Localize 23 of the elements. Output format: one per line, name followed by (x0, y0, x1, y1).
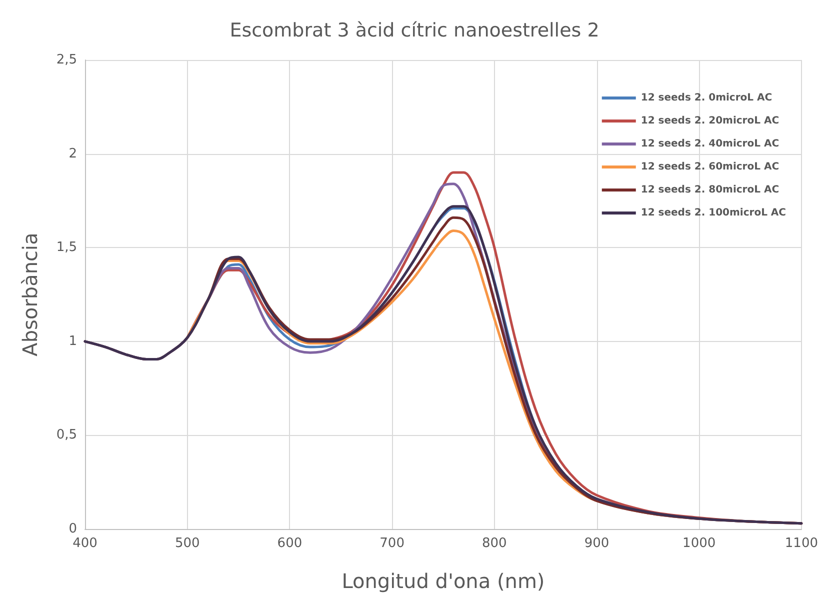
y-tick-label: 2,5 (56, 52, 77, 68)
chart-title: Escombrat 3 àcid cítric nanoestrelles 2 (230, 20, 600, 42)
y-tick-label: 2 (68, 146, 77, 162)
x-axis-title: Longitud d'ona (nm) (342, 569, 545, 593)
legend-label: 12 seeds 2. 40microL AC (640, 138, 780, 150)
legend-label: 12 seeds 2. 60microL AC (640, 162, 780, 172)
x-tick-label: 1000 (682, 536, 716, 551)
y-axis-title: Absorbància (18, 232, 42, 356)
x-tick-label: 1100 (784, 536, 818, 551)
x-tick-label: 400 (72, 536, 98, 551)
legend-label: 12 seeds 2. 0microL AC (640, 92, 772, 104)
x-tick-label: 800 (482, 536, 507, 551)
legend-label: 12 seeds 2. 80microL AC (640, 184, 780, 196)
x-tick-label: 700 (380, 536, 404, 551)
y-tick-label: 1,5 (56, 240, 77, 256)
y-tick-label: 1 (68, 334, 77, 349)
legend-label: 12 seeds 2. 100microL AC (640, 208, 786, 218)
x-tick-label: 500 (174, 536, 200, 551)
legend-label: 12 seeds 2. 20microL AC (640, 116, 780, 126)
y-tick-label: 0 (68, 522, 77, 536)
x-tick-label: 900 (584, 536, 610, 551)
x-tick-label: 600 (277, 536, 302, 551)
y-tick-label: 0,5 (56, 428, 77, 443)
